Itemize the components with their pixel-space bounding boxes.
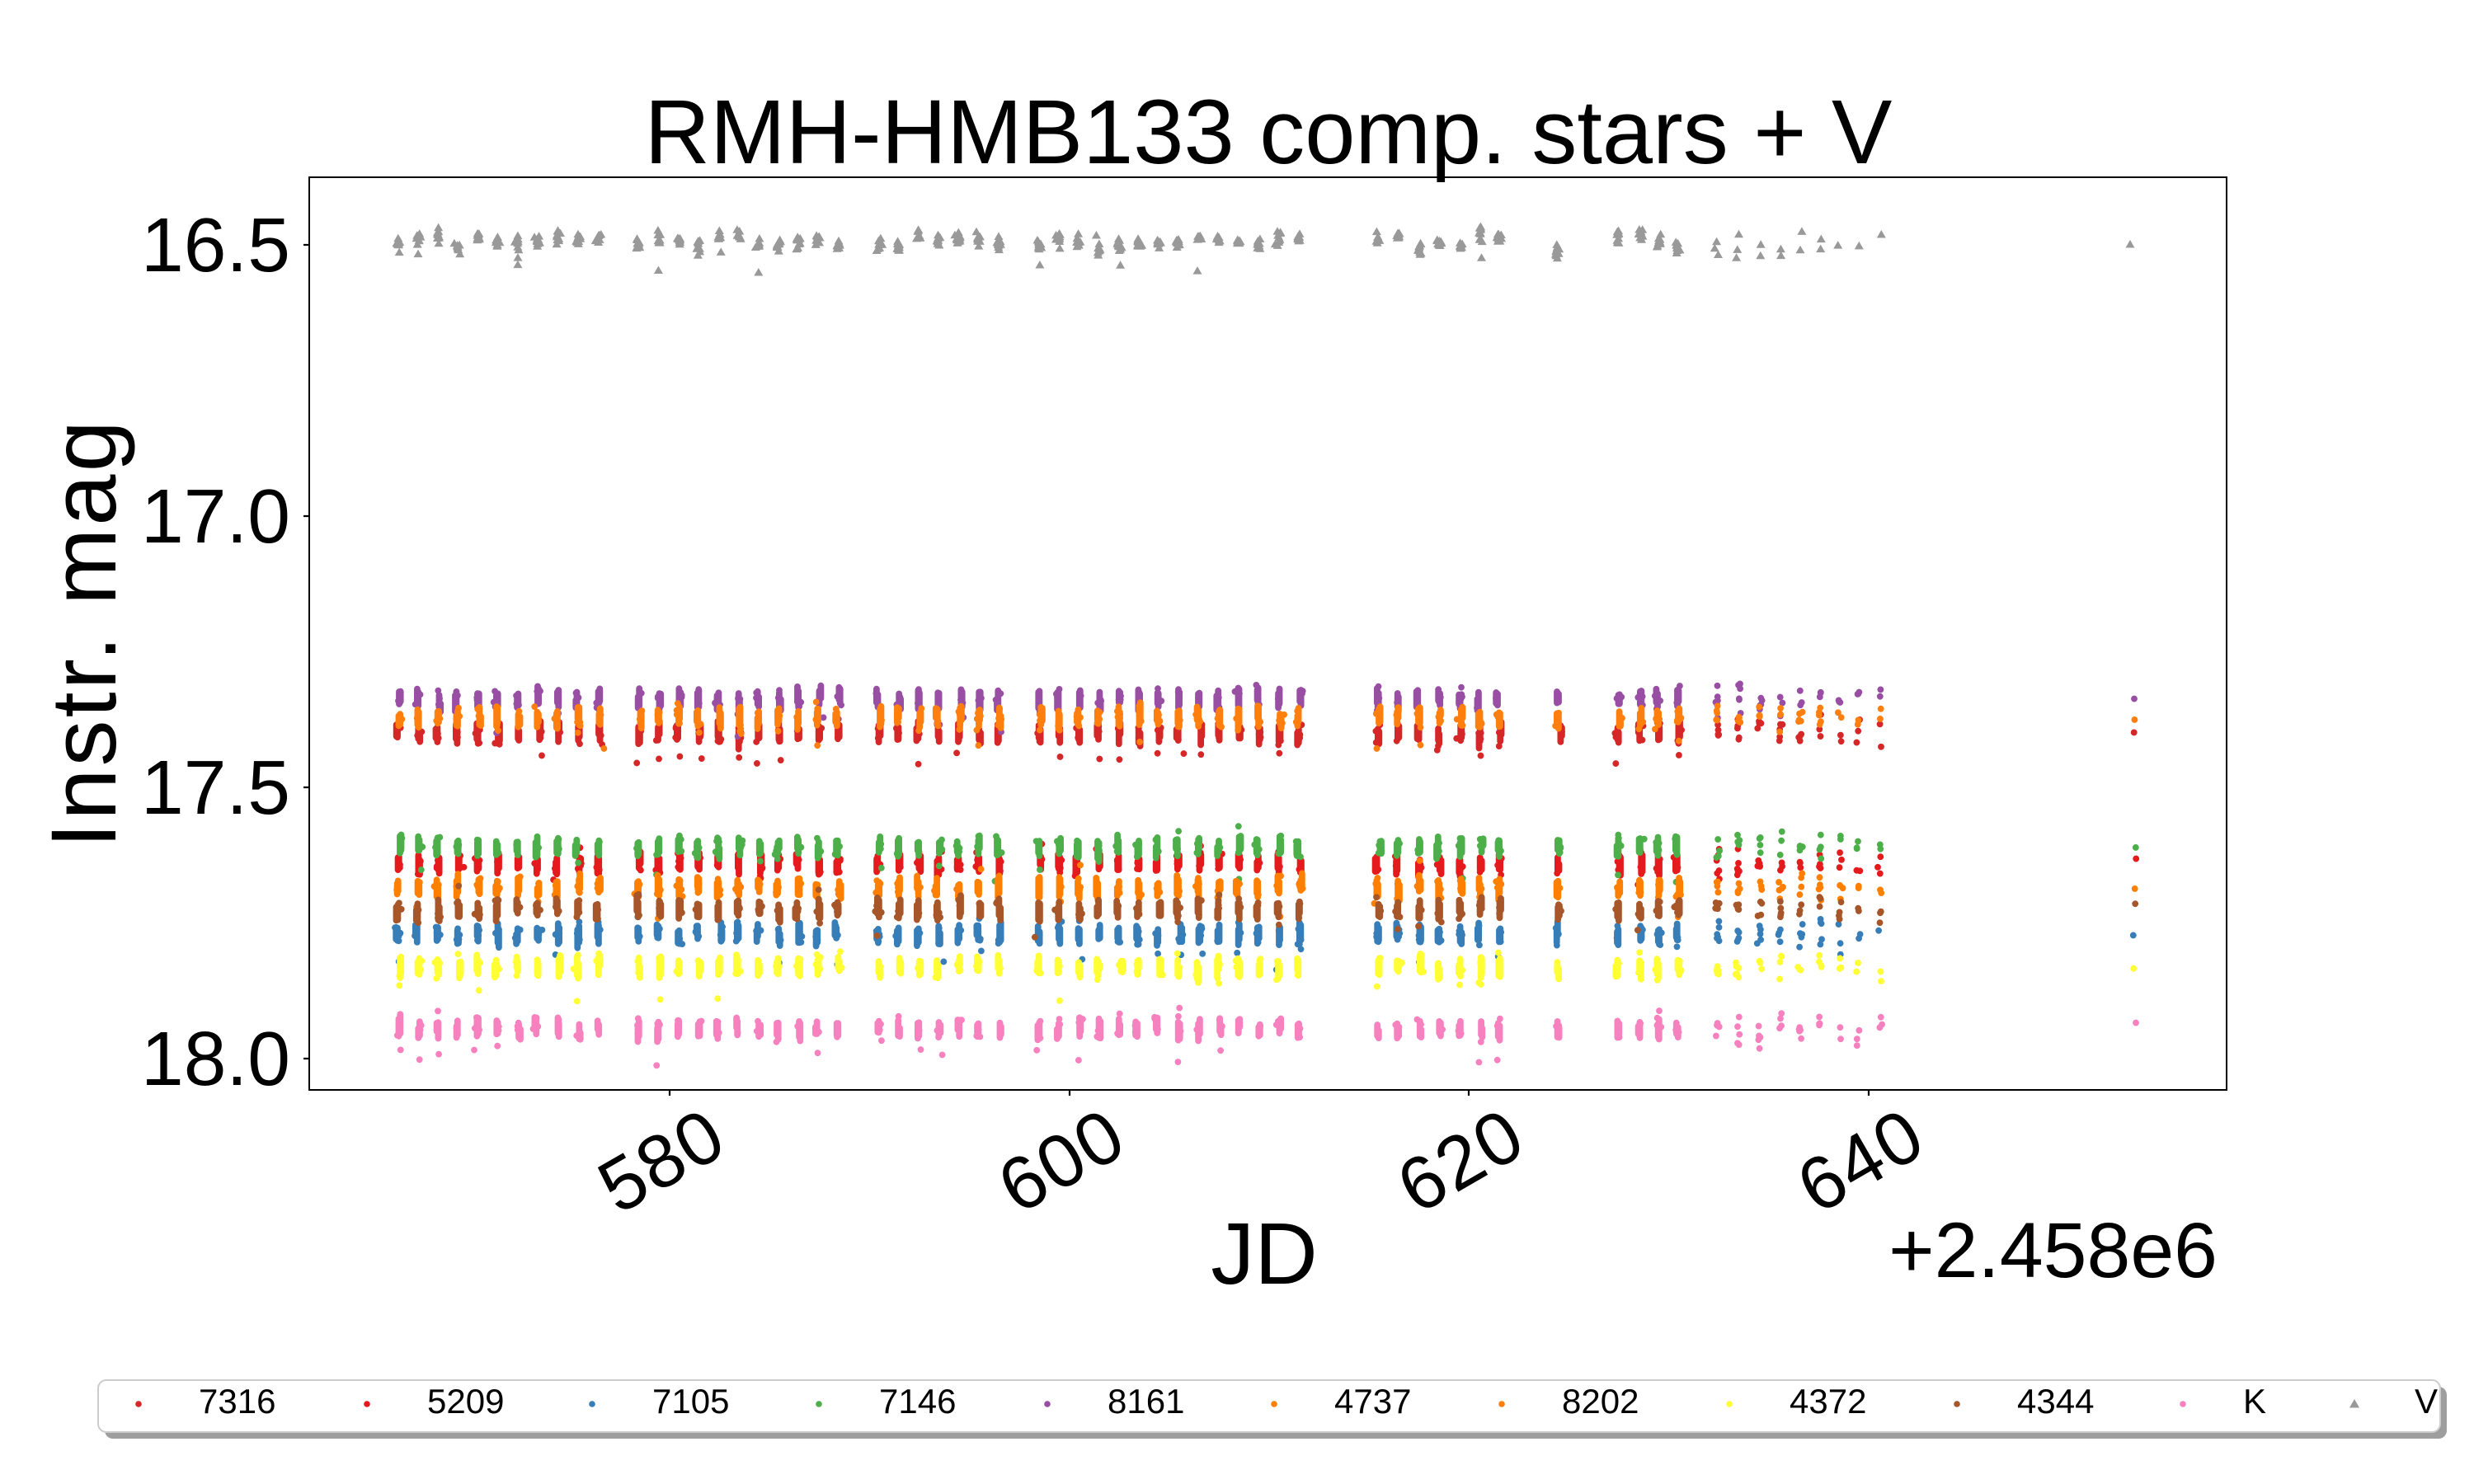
- svg-text:+2.458e6: +2.458e6: [1888, 1207, 2218, 1294]
- svg-text:4372: 4372: [1790, 1382, 1866, 1421]
- svg-text:8161: 8161: [1108, 1382, 1184, 1421]
- svg-text:V: V: [2415, 1382, 2438, 1421]
- svg-text:17.5: 17.5: [141, 744, 290, 830]
- svg-text:7146: 7146: [879, 1382, 956, 1421]
- svg-text:4344: 4344: [2017, 1382, 2094, 1421]
- svg-text:RMH-HMB133 comp. stars + V: RMH-HMB133 comp. stars + V: [645, 82, 1893, 183]
- svg-text:16.5: 16.5: [141, 202, 290, 288]
- svg-text:K: K: [2243, 1382, 2266, 1421]
- svg-text:Instr. mag: Instr. mag: [32, 418, 135, 848]
- svg-text:18.0: 18.0: [141, 1016, 290, 1101]
- svg-text:4737: 4737: [1334, 1382, 1411, 1421]
- svg-text:7316: 7316: [199, 1382, 275, 1421]
- svg-text:7105: 7105: [652, 1382, 729, 1421]
- svg-text:8202: 8202: [1562, 1382, 1639, 1421]
- svg-text:JD: JD: [1211, 1205, 1318, 1303]
- svg-text:17.0: 17.0: [141, 473, 290, 559]
- svg-text:5209: 5209: [427, 1382, 504, 1421]
